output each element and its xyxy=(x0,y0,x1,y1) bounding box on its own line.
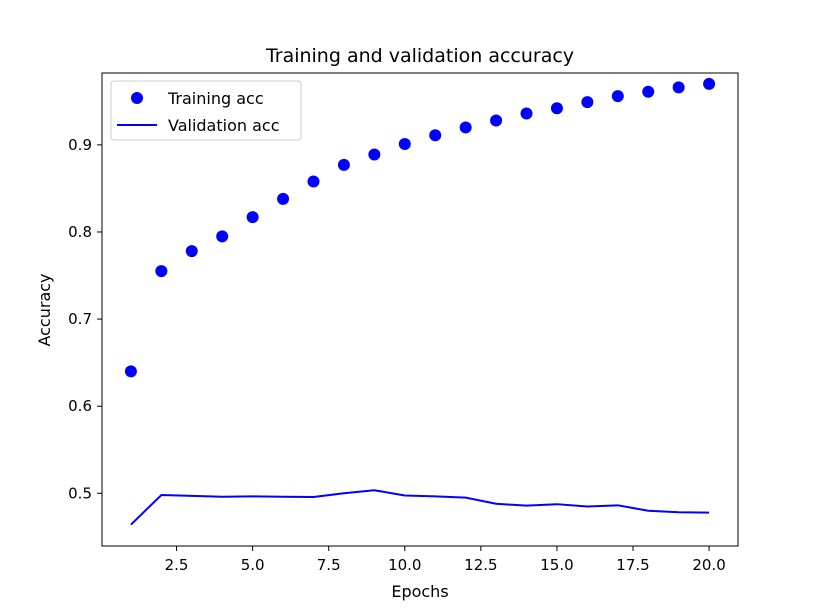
training-acc-point xyxy=(642,85,655,98)
y-tick-label: 0.8 xyxy=(68,223,92,241)
training-acc-point xyxy=(337,158,350,171)
axes-frame xyxy=(101,72,739,547)
training-acc-point xyxy=(277,192,290,205)
training-acc-point xyxy=(490,114,503,127)
training-acc-point xyxy=(429,129,442,142)
training-acc-point xyxy=(155,265,168,278)
training-acc-point xyxy=(216,230,229,243)
y-axis-label: Accuracy xyxy=(35,273,54,346)
validation-acc-line xyxy=(130,489,710,526)
legend-label-validation: Validation acc xyxy=(168,116,280,135)
y-tick-label: 0.9 xyxy=(68,136,92,154)
legend-label-training: Training acc xyxy=(167,89,264,108)
x-tick-label: 20.0 xyxy=(692,556,725,574)
y-tick-label: 0.7 xyxy=(68,310,92,328)
training-acc-point xyxy=(672,81,685,94)
x-tick-label: 12.5 xyxy=(464,556,497,574)
x-tick-label: 10.0 xyxy=(388,556,421,574)
training-acc-point xyxy=(459,121,472,134)
training-acc-point xyxy=(246,211,259,224)
training-acc-point xyxy=(185,245,198,258)
legend-box xyxy=(110,80,302,141)
legend-marker-training xyxy=(131,92,143,104)
x-axis-label: Epochs xyxy=(391,582,448,601)
training-acc-point xyxy=(368,148,381,161)
x-tick-label: 17.5 xyxy=(616,556,649,574)
x-tick-label: 5.0 xyxy=(241,556,265,574)
legend: Training acc Validation acc xyxy=(110,80,302,141)
x-tick-label: 7.5 xyxy=(317,556,341,574)
training-acc-point xyxy=(581,96,594,109)
chart-title: Training and validation accuracy xyxy=(265,45,574,67)
training-acc-point xyxy=(550,102,563,115)
y-tick-label: 0.5 xyxy=(68,484,92,502)
x-tick-label: 2.5 xyxy=(165,556,189,574)
training-acc-point xyxy=(307,175,320,188)
y-tick-label: 0.6 xyxy=(68,397,92,415)
training-acc-point xyxy=(703,77,716,90)
training-acc-point xyxy=(398,137,411,150)
training-acc-point xyxy=(611,90,624,103)
plot-area: 2.5 5.0 7.5 10.0 12.5 15.0 17.5 20.0 0.5 0.6 0.7 0.… xyxy=(68,72,739,574)
training-acc-point xyxy=(520,107,533,120)
training-acc-point xyxy=(124,365,137,378)
x-tick-label: 15.0 xyxy=(540,556,573,574)
